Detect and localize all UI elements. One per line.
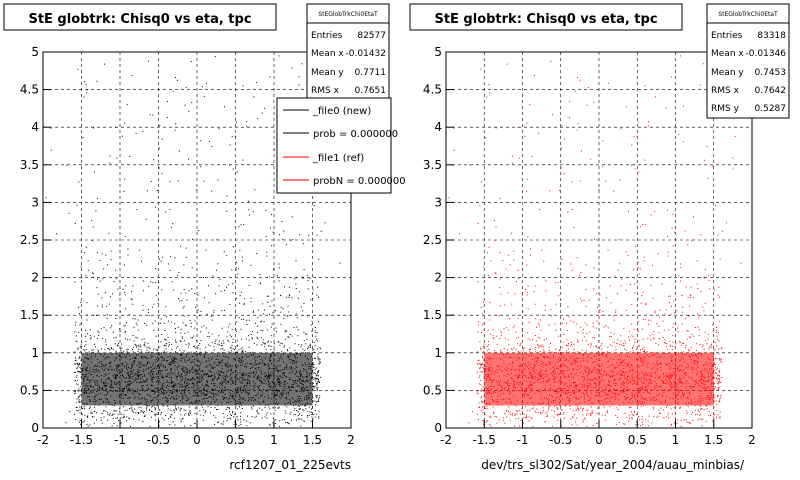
y-tick-label: 1.5 <box>423 308 442 322</box>
x-tick-label: -0.5 <box>549 433 572 447</box>
x-tick-label: 1 <box>672 433 680 447</box>
stats-meany-label: Mean y <box>711 68 744 78</box>
y-tick-label: 1.5 <box>20 308 39 322</box>
stats-entries-label: Entries <box>711 31 743 41</box>
x-tick-label: 0 <box>193 433 201 447</box>
y-tick-label: 3.5 <box>423 158 442 172</box>
x-axis-ticks: -2 -1.5 -1 -0.5 0 0.5 1 1.5 2 <box>440 420 756 447</box>
scatter-points <box>45 55 348 427</box>
scatter-points <box>448 55 749 427</box>
stats-box: StEGlobTrkChi0EtaT Entries 82577 Mean x … <box>306 3 390 101</box>
y-tick-label: 3.5 <box>20 158 39 172</box>
x-tick-label: 0 <box>595 433 603 447</box>
y-tick-label: 1 <box>434 346 442 360</box>
y-tick-label: 1 <box>31 346 39 360</box>
y-axis-ticks: 0 0.5 1 1.5 2 2.5 3 3.5 4 4.5 5 <box>20 45 51 435</box>
x-tick-label: 1 <box>270 433 278 447</box>
stats-entries-value: 83318 <box>757 31 786 41</box>
y-tick-label: 5 <box>31 45 39 59</box>
scatter-dense-core <box>81 352 313 406</box>
y-tick-label: 2 <box>434 271 442 285</box>
stats-rmsx-label: RMS x <box>311 86 340 96</box>
y-tick-label: 5 <box>434 45 442 59</box>
title-box <box>409 3 683 31</box>
x-tick-label: 2 <box>748 433 756 447</box>
stats-meanx-label: Mean x <box>311 49 344 59</box>
y-tick-label: 2 <box>31 271 39 285</box>
stats-meany-value: 0.7453 <box>755 68 787 78</box>
y-tick-label: 4 <box>434 120 442 134</box>
x-tick-label: -2 <box>440 433 452 447</box>
x-tick-label: -1 <box>114 433 126 447</box>
x-tick-label: -2 <box>37 433 49 447</box>
title-box <box>3 3 277 31</box>
y-tick-label: 0.5 <box>20 383 39 397</box>
legend-item: prob = 0.000000 <box>313 129 398 140</box>
scatter-dense-core <box>484 352 714 406</box>
stats-rmsy-label: RMS y <box>711 104 740 114</box>
legend: _file0 (new) prob = 0.000000 _file1 (ref… <box>276 97 406 194</box>
y-tick-label: 0 <box>31 421 39 435</box>
x-tick-label: -1.5 <box>70 433 93 447</box>
stats-rmsy-value: 0.5287 <box>755 104 787 114</box>
stats-meany-label: Mean y <box>311 68 344 78</box>
x-tick-label: 0.5 <box>226 433 245 447</box>
legend-item: _file1 (ref) <box>312 153 364 164</box>
stats-rmsx-value: 0.7642 <box>755 86 787 96</box>
x-axis-label: rcf1207_01_225evts <box>229 458 351 472</box>
y-tick-label: 4.5 <box>423 83 442 97</box>
y-axis-ticks: 0 0.5 1 1.5 2 2.5 3 3.5 4 4.5 5 <box>423 45 454 435</box>
x-tick-label: -1 <box>517 433 529 447</box>
stats-box: StEGlobTrkChi0EtaT Entries 83318 Mean x … <box>706 3 790 119</box>
legend-item: probN = 0.000000 <box>313 176 406 187</box>
stats-meanx-value: -0.01346 <box>746 49 787 59</box>
stats-name: StEGlobTrkChi0EtaT <box>718 11 778 18</box>
y-tick-label: 2.5 <box>20 233 39 247</box>
stats-meanx-label: Mean x <box>711 49 744 59</box>
x-tick-label: 1.5 <box>303 433 322 447</box>
x-tick-label: -0.5 <box>147 433 170 447</box>
legend-item: _file0 (new) <box>312 106 371 117</box>
chart-panel-right: 0 0.5 1 1.5 2 2.5 3 3.5 4 4.5 5 -2 -1.5 -1 -0.5 0 0.5 1 1… <box>409 3 790 472</box>
x-tick-label: 1.5 <box>704 433 723 447</box>
stats-entries-value: 82577 <box>357 31 386 41</box>
y-tick-label: 4.5 <box>20 83 39 97</box>
y-tick-label: 2.5 <box>423 233 442 247</box>
x-axis-ticks: -2 -1.5 -1 -0.5 0 0.5 1 1.5 2 <box>37 420 355 447</box>
x-tick-label: -1.5 <box>473 433 496 447</box>
x-tick-label: 2 <box>347 433 355 447</box>
stats-meany-value: 0.7711 <box>355 68 387 78</box>
y-tick-label: 0 <box>434 421 442 435</box>
stats-meanx-value: -0.01432 <box>346 49 386 59</box>
y-tick-label: 4 <box>31 120 39 134</box>
x-tick-label: 0.5 <box>628 433 647 447</box>
x-axis-label: dev/trs_sl302/Sat/year_2004/auau_minbias… <box>481 458 745 472</box>
y-tick-label: 0.5 <box>423 383 442 397</box>
chart-title: StE globtrk: Chisq0 vs eta, tpc <box>28 12 251 27</box>
chart-title: StE globtrk: Chisq0 vs eta, tpc <box>434 12 657 27</box>
stats-entries-label: Entries <box>311 31 343 41</box>
y-tick-label: 3 <box>434 195 442 209</box>
chart-panel-left: 0 0.5 1 1.5 2 2.5 3 3.5 4 4.5 5 -2 -1.5 -1 -0.5 0 0.5 1 1… <box>3 3 406 472</box>
y-tick-label: 3 <box>31 195 39 209</box>
stats-rmsx-label: RMS x <box>711 86 740 96</box>
stats-name: StEGlobTrkChi0EtaT <box>318 11 378 18</box>
stats-rmsx-value: 0.7651 <box>355 86 387 96</box>
